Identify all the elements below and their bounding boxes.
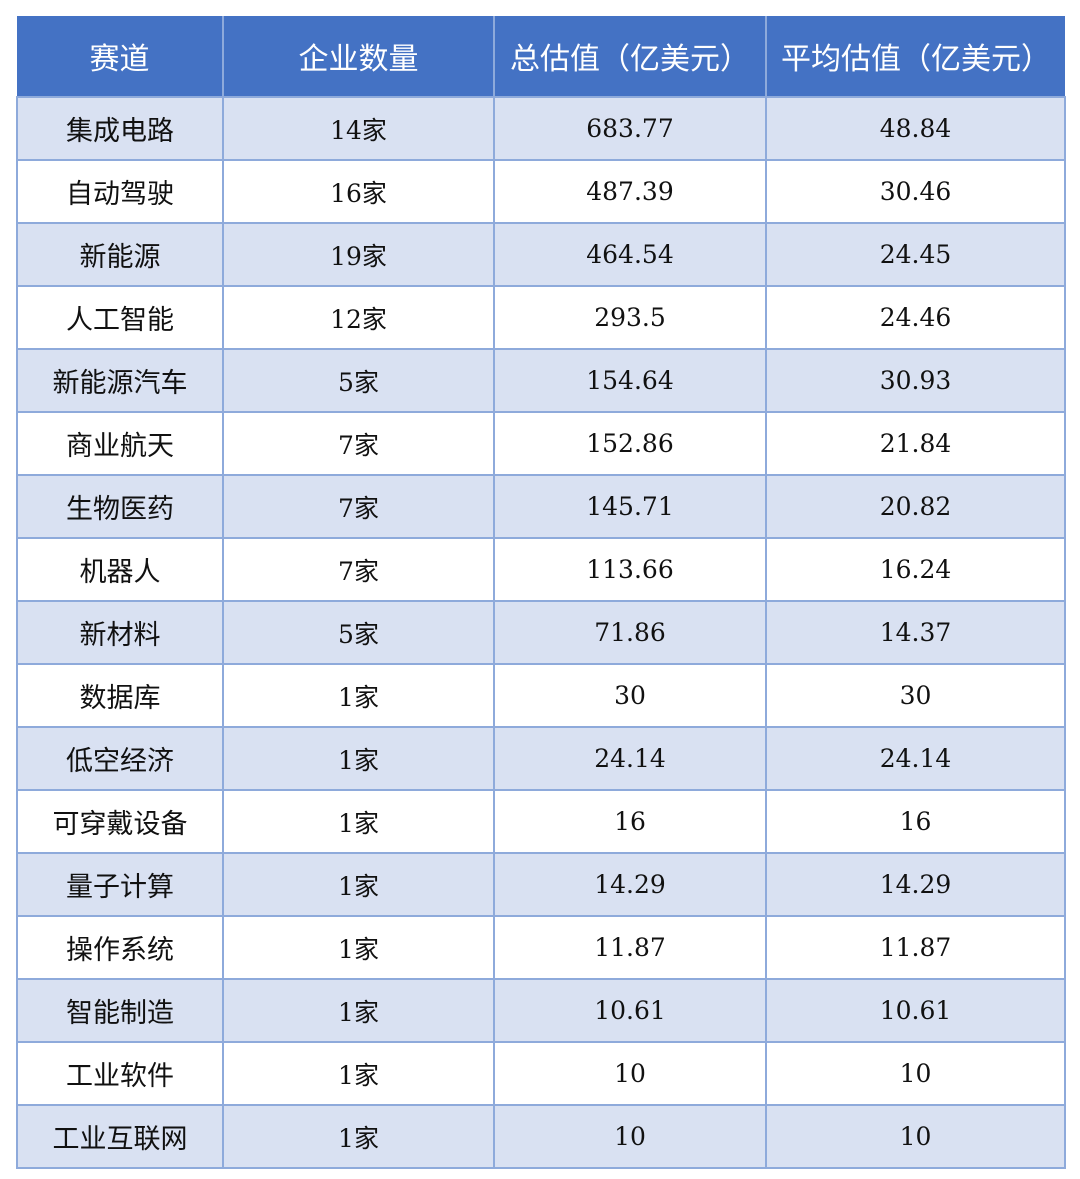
cell-average-valuation: 24.14 (765, 726, 1066, 791)
cell-company-count: 7家 (222, 411, 495, 476)
cell-track: 智能制造 (16, 978, 224, 1043)
table-row: 新能源汽车 5家 154.64 30.93 (16, 348, 1066, 413)
cell-company-count: 1家 (222, 852, 495, 917)
cell-average-valuation: 10.61 (765, 978, 1066, 1043)
cell-company-count: 1家 (222, 1104, 495, 1169)
cell-track: 工业互联网 (16, 1104, 224, 1169)
cell-average-valuation: 10 (765, 1041, 1066, 1106)
cell-track: 新能源 (16, 222, 224, 287)
cell-track: 生物医药 (16, 474, 224, 539)
cell-track: 人工智能 (16, 285, 224, 350)
cell-company-count: 12家 (222, 285, 495, 350)
table-row: 操作系统 1家 11.87 11.87 (16, 915, 1066, 980)
cell-total-valuation: 10.61 (493, 978, 767, 1043)
cell-total-valuation: 113.66 (493, 537, 767, 602)
cell-track: 机器人 (16, 537, 224, 602)
cell-total-valuation: 145.71 (493, 474, 767, 539)
table-row: 新材料 5家 71.86 14.37 (16, 600, 1066, 665)
header-company-count: 企业数量 (223, 16, 495, 98)
cell-company-count: 7家 (222, 537, 495, 602)
cell-company-count: 7家 (222, 474, 495, 539)
cell-average-valuation: 16.24 (765, 537, 1066, 602)
table-row: 工业互联网 1家 10 10 (16, 1104, 1066, 1169)
cell-track: 自动驾驶 (16, 159, 224, 224)
table-row: 数据库 1家 30 30 (16, 663, 1066, 728)
cell-average-valuation: 24.46 (765, 285, 1066, 350)
cell-total-valuation: 11.87 (493, 915, 767, 980)
header-average-valuation: 平均估值（亿美元） (766, 16, 1065, 98)
cell-company-count: 16家 (222, 159, 495, 224)
cell-company-count: 1家 (222, 978, 495, 1043)
cell-total-valuation: 10 (493, 1041, 767, 1106)
cell-total-valuation: 24.14 (493, 726, 767, 791)
cell-company-count: 19家 (222, 222, 495, 287)
cell-track: 量子计算 (16, 852, 224, 917)
cell-company-count: 1家 (222, 1041, 495, 1106)
cell-track: 新能源汽车 (16, 348, 224, 413)
cell-track: 低空经济 (16, 726, 224, 791)
table-row: 可穿戴设备 1家 16 16 (16, 789, 1066, 854)
cell-company-count: 1家 (222, 915, 495, 980)
cell-total-valuation: 16 (493, 789, 767, 854)
table-row: 集成电路 14家 683.77 48.84 (16, 96, 1066, 161)
table-row: 工业软件 1家 10 10 (16, 1041, 1066, 1106)
table-row: 低空经济 1家 24.14 24.14 (16, 726, 1066, 791)
cell-track: 可穿戴设备 (16, 789, 224, 854)
cell-company-count: 5家 (222, 600, 495, 665)
table-row: 人工智能 12家 293.5 24.46 (16, 285, 1066, 350)
valuation-table: 赛道 企业数量 总估值（亿美元） 平均估值（亿美元） 集成电路 14家 683.77… (16, 16, 1066, 1169)
cell-total-valuation: 293.5 (493, 285, 767, 350)
cell-total-valuation: 487.39 (493, 159, 767, 224)
header-row: 赛道 企业数量 总估值（亿美元） 平均估值（亿美元） (17, 16, 1065, 98)
cell-average-valuation: 24.45 (765, 222, 1066, 287)
cell-total-valuation: 464.54 (493, 222, 767, 287)
table-row: 自动驾驶 16家 487.39 30.46 (16, 159, 1066, 224)
table-row: 商业航天 7家 152.86 21.84 (16, 411, 1066, 476)
cell-average-valuation: 30.46 (765, 159, 1066, 224)
cell-company-count: 14家 (222, 96, 495, 161)
cell-average-valuation: 48.84 (765, 96, 1066, 161)
cell-total-valuation: 154.64 (493, 348, 767, 413)
cell-company-count: 1家 (222, 789, 495, 854)
cell-total-valuation: 14.29 (493, 852, 767, 917)
cell-track: 新材料 (16, 600, 224, 665)
table-row: 新能源 19家 464.54 24.45 (16, 222, 1066, 287)
cell-track: 工业软件 (16, 1041, 224, 1106)
cell-average-valuation: 14.29 (765, 852, 1066, 917)
table-row: 生物医药 7家 145.71 20.82 (16, 474, 1066, 539)
cell-average-valuation: 20.82 (765, 474, 1066, 539)
table-row: 机器人 7家 113.66 16.24 (16, 537, 1066, 602)
cell-track: 商业航天 (16, 411, 224, 476)
cell-average-valuation: 30.93 (765, 348, 1066, 413)
cell-company-count: 1家 (222, 663, 495, 728)
cell-track: 集成电路 (16, 96, 224, 161)
header-total-valuation: 总估值（亿美元） (494, 16, 767, 98)
cell-track: 操作系统 (16, 915, 224, 980)
table-row: 量子计算 1家 14.29 14.29 (16, 852, 1066, 917)
cell-total-valuation: 30 (493, 663, 767, 728)
cell-total-valuation: 683.77 (493, 96, 767, 161)
table-row: 智能制造 1家 10.61 10.61 (16, 978, 1066, 1043)
cell-average-valuation: 11.87 (765, 915, 1066, 980)
cell-total-valuation: 152.86 (493, 411, 767, 476)
cell-company-count: 1家 (222, 726, 495, 791)
cell-total-valuation: 71.86 (493, 600, 767, 665)
cell-average-valuation: 21.84 (765, 411, 1066, 476)
cell-average-valuation: 14.37 (765, 600, 1066, 665)
cell-total-valuation: 10 (493, 1104, 767, 1169)
cell-average-valuation: 10 (765, 1104, 1066, 1169)
cell-average-valuation: 30 (765, 663, 1066, 728)
header-track: 赛道 (17, 16, 224, 98)
cell-average-valuation: 16 (765, 789, 1066, 854)
cell-track: 数据库 (16, 663, 224, 728)
cell-company-count: 5家 (222, 348, 495, 413)
